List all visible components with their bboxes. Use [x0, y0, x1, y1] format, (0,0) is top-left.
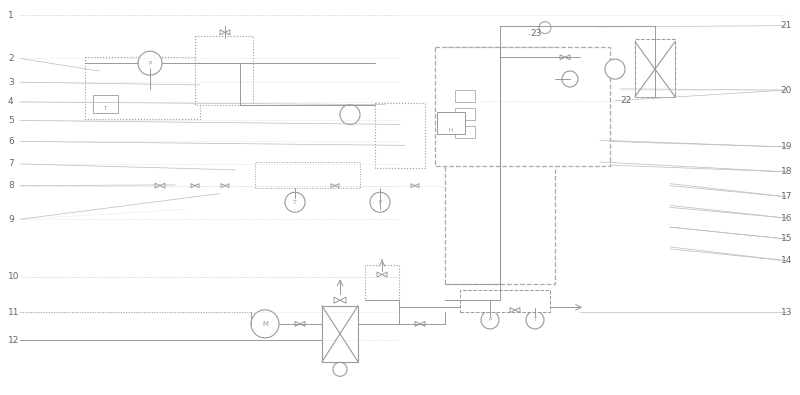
Text: 4: 4 — [8, 98, 14, 106]
Polygon shape — [300, 322, 305, 326]
Text: H: H — [449, 128, 453, 133]
Text: 10: 10 — [8, 272, 19, 281]
Polygon shape — [225, 30, 230, 35]
Text: T: T — [534, 318, 537, 322]
Circle shape — [251, 310, 279, 338]
Polygon shape — [382, 272, 387, 277]
Text: 1: 1 — [8, 11, 14, 19]
Circle shape — [605, 59, 625, 79]
Text: 19: 19 — [781, 143, 792, 151]
Text: 11: 11 — [8, 308, 19, 316]
Polygon shape — [155, 183, 160, 188]
Polygon shape — [510, 308, 515, 312]
Bar — [375, 103, 425, 168]
Polygon shape — [415, 322, 420, 326]
Polygon shape — [331, 184, 335, 188]
Polygon shape — [420, 322, 425, 326]
Text: 15: 15 — [781, 235, 792, 243]
Text: 8: 8 — [8, 181, 14, 190]
Polygon shape — [377, 272, 382, 277]
Circle shape — [526, 311, 544, 329]
Bar — [455, 126, 475, 138]
Polygon shape — [220, 30, 225, 35]
Text: 7: 7 — [8, 160, 14, 168]
Text: 17: 17 — [781, 192, 792, 201]
Text: 20: 20 — [781, 86, 792, 94]
Text: 13: 13 — [781, 308, 792, 316]
Circle shape — [333, 362, 347, 376]
Polygon shape — [334, 297, 340, 303]
Circle shape — [340, 105, 360, 124]
Bar — [635, 39, 675, 97]
Text: 21: 21 — [781, 21, 792, 30]
Text: 23: 23 — [530, 29, 542, 38]
Polygon shape — [565, 55, 570, 60]
Bar — [85, 57, 200, 118]
Polygon shape — [195, 184, 199, 188]
Text: 9: 9 — [8, 215, 14, 224]
Circle shape — [370, 192, 390, 212]
Circle shape — [138, 51, 162, 75]
Bar — [93, 94, 118, 113]
Circle shape — [539, 22, 551, 34]
Polygon shape — [515, 308, 520, 312]
Circle shape — [481, 311, 499, 329]
Polygon shape — [340, 297, 346, 303]
Circle shape — [285, 192, 305, 212]
Text: M: M — [262, 321, 268, 327]
Text: 6: 6 — [8, 137, 14, 146]
Polygon shape — [295, 322, 300, 326]
Text: F: F — [378, 200, 382, 205]
Polygon shape — [411, 184, 415, 188]
Text: 3: 3 — [8, 78, 14, 87]
Text: 22: 22 — [620, 96, 631, 105]
Text: P: P — [148, 61, 152, 66]
Bar — [255, 162, 360, 188]
Polygon shape — [335, 184, 339, 188]
Polygon shape — [560, 55, 565, 60]
Bar — [445, 47, 555, 284]
Bar — [455, 108, 475, 120]
Polygon shape — [225, 184, 229, 188]
Text: 12: 12 — [8, 336, 19, 345]
Bar — [322, 306, 358, 362]
Polygon shape — [191, 184, 195, 188]
Polygon shape — [221, 184, 225, 188]
Text: 14: 14 — [781, 256, 792, 265]
Bar — [455, 90, 475, 102]
Text: 2: 2 — [8, 54, 14, 63]
Text: P: P — [488, 318, 492, 322]
Bar — [635, 41, 675, 97]
Text: 18: 18 — [781, 167, 792, 176]
Bar — [460, 290, 550, 312]
Text: 16: 16 — [781, 214, 792, 222]
Bar — [437, 112, 465, 134]
Bar — [195, 36, 253, 105]
Circle shape — [562, 71, 578, 87]
Bar — [435, 47, 610, 166]
Text: 5: 5 — [8, 116, 14, 125]
Polygon shape — [415, 184, 419, 188]
Bar — [365, 265, 399, 300]
Text: T: T — [103, 106, 106, 111]
Polygon shape — [160, 183, 165, 188]
Text: T: T — [293, 200, 297, 205]
